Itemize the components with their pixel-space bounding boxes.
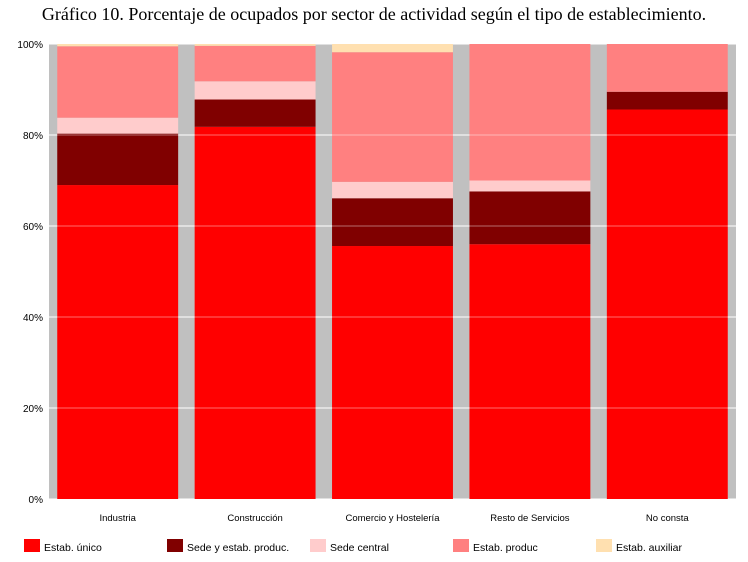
category-label-4: No consta bbox=[646, 513, 689, 524]
legend: Estab. único Sede y estab. produc. Sede ce… bbox=[24, 539, 682, 554]
bar-segment-2-3 bbox=[332, 52, 453, 182]
legend-swatch-1 bbox=[167, 539, 183, 552]
legend-label-2: Sede central bbox=[330, 542, 389, 554]
category-label-2: Comercio y Hostelería bbox=[346, 513, 441, 524]
legend-swatch-2 bbox=[310, 539, 326, 552]
y-tick-label-4: 80% bbox=[23, 131, 43, 142]
category-label-3: Resto de Servicios bbox=[490, 513, 569, 524]
bar-segment-1-3 bbox=[194, 45, 316, 82]
bar-segment-1-2 bbox=[194, 81, 316, 100]
y-tick-label-5: 100% bbox=[17, 40, 43, 51]
bar-segment-4-3 bbox=[606, 44, 728, 92]
y-tick-label-2: 40% bbox=[23, 313, 43, 324]
bar-segment-2-4 bbox=[332, 44, 453, 53]
bar-segment-0-4 bbox=[57, 44, 179, 47]
plot-area bbox=[49, 43, 736, 500]
x-axis: Industria Construcción Comercio y Hosteler… bbox=[99, 513, 689, 524]
category-label-1: Construcción bbox=[227, 513, 282, 524]
legend-label-1: Sede y estab. produc. bbox=[187, 542, 289, 554]
legend-swatch-4 bbox=[596, 539, 612, 552]
bar-segment-1-4 bbox=[194, 44, 316, 46]
bar-segment-0-3 bbox=[57, 46, 179, 118]
bar-segment-1-1 bbox=[194, 99, 316, 127]
y-tick-label-0: 0% bbox=[29, 495, 44, 506]
legend-swatch-3 bbox=[453, 539, 469, 552]
bar-segment-3-1 bbox=[469, 191, 591, 245]
bar-segment-3-0 bbox=[469, 244, 591, 499]
bar-segment-2-1 bbox=[332, 198, 453, 247]
bar-segment-3-2 bbox=[469, 180, 591, 192]
bar-segment-2-0 bbox=[332, 246, 453, 499]
bar-segment-1-0 bbox=[194, 126, 316, 499]
bar-segment-2-2 bbox=[332, 181, 453, 199]
legend-label-0: Estab. único bbox=[44, 542, 102, 554]
category-label-0: Industria bbox=[99, 513, 136, 524]
y-tick-label-3: 60% bbox=[23, 222, 43, 233]
chart-title: Gráfico 10. Porcentaje de ocupados por s… bbox=[41, 4, 707, 24]
bar-segment-4-1 bbox=[606, 91, 728, 110]
legend-label-4: Estab. auxiliar bbox=[616, 542, 682, 554]
y-axis: 0% 20% 40% 60% 80% 100% bbox=[17, 40, 43, 506]
bar-segment-3-3 bbox=[469, 44, 591, 181]
y-tick-label-1: 20% bbox=[23, 404, 43, 415]
bar-segment-0-0 bbox=[57, 185, 179, 500]
legend-swatch-0 bbox=[24, 539, 40, 552]
legend-label-3: Estab. produc bbox=[473, 542, 538, 554]
bar-segment-0-1 bbox=[57, 133, 179, 186]
bar-segment-0-2 bbox=[57, 117, 179, 134]
bar-segment-4-0 bbox=[606, 109, 728, 500]
